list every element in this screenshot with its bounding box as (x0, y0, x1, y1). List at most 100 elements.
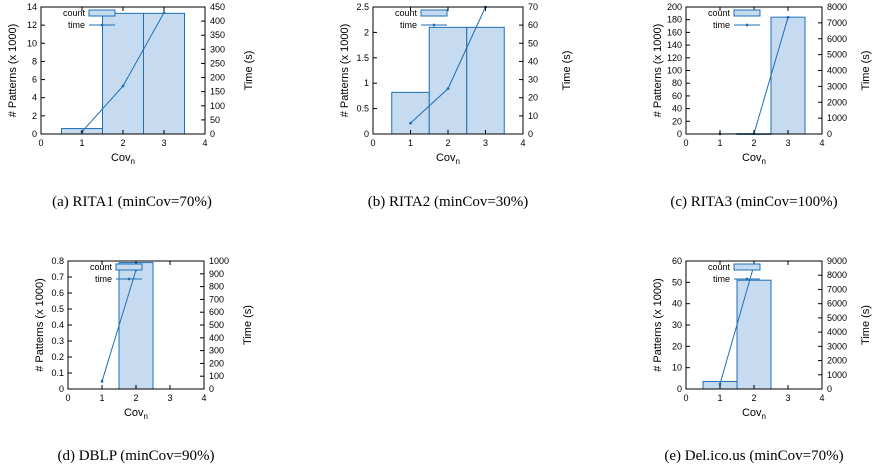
y-tick-label: 1 (364, 78, 369, 88)
legend-count-label: count (395, 8, 418, 18)
y-tick-label: 12 (27, 20, 37, 30)
y2-axis-label: Time (s) (242, 305, 254, 345)
point-time-3 (786, 15, 790, 19)
y2-tick-label: 1000 (827, 113, 847, 123)
panel-caption: (c) RITA3 (minCov=100%) (670, 194, 837, 210)
bar-count-2 (118, 262, 154, 390)
y2-tick-label: 0 (210, 129, 215, 139)
y2-tick-label: 1000 (827, 370, 847, 380)
y2-tick-label: 50 (528, 38, 538, 48)
y2-tick-label: 100 (209, 371, 224, 381)
chart-panel-5: 0 1 2 3 401020304050600100020003000400050006… (652, 256, 872, 464)
y2-tick-label: 350 (210, 30, 225, 40)
y2-axis-label: Time (s) (860, 51, 872, 91)
legend-count-label: count (63, 8, 86, 18)
legend-count-swatch (733, 263, 761, 271)
y2-tick-label: 300 (210, 44, 225, 54)
x-axis-label: Covn (742, 407, 766, 421)
y-tick-label: 100 (667, 66, 682, 76)
point-time-2 (121, 84, 125, 88)
y2-tick-label: 100 (210, 101, 225, 111)
y2-tick-label: 70 (528, 2, 538, 12)
y-tick-label: 0 (677, 384, 682, 394)
x-tick-label: 3 (161, 138, 166, 148)
y2-tick-label: 0 (827, 129, 832, 139)
y2-tick-label: 20 (528, 93, 538, 103)
y2-tick-label: 2000 (827, 97, 847, 107)
panel-caption: (d) DBLP (minCov=90%) (57, 448, 214, 464)
y-tick-label: 0.5 (51, 304, 64, 314)
x-axis-label-subscript: n (762, 412, 766, 421)
x-tick-label: 0 (370, 138, 375, 148)
legend-time-label: time (68, 20, 85, 30)
x-tick-label: 1 (79, 138, 84, 148)
y-tick-label: 0.4 (51, 320, 64, 330)
y-tick-label: 20 (672, 116, 682, 126)
y2-tick-label: 200 (210, 73, 225, 83)
x-tick-label: 2 (445, 138, 450, 148)
y-axis-label: # Patterns (x 1000) (34, 278, 46, 372)
y-tick-label: 180 (667, 15, 682, 25)
legend-count-swatch (115, 263, 143, 271)
x-tick-label: 3 (167, 393, 172, 403)
x-tick-label: 0 (65, 393, 70, 403)
x-tick-label: 3 (483, 138, 488, 148)
y-tick-label: 30 (672, 320, 682, 330)
y-tick-label: 200 (667, 2, 682, 12)
y-tick-label: 0.7 (51, 272, 64, 282)
y-tick-label: 2 (364, 27, 369, 37)
y-axis-label: # Patterns (x 1000) (339, 24, 351, 118)
x-axis-label: Covn (111, 152, 135, 166)
y-tick-label: 6 (32, 75, 37, 85)
y2-tick-label: 3000 (827, 341, 847, 351)
legend-count-label: count (90, 262, 113, 272)
x-axis-label-subscript: n (762, 157, 766, 166)
y2-tick-label: 600 (209, 307, 224, 317)
y2-tick-label: 700 (209, 294, 224, 304)
x-tick-label: 4 (202, 138, 207, 148)
x-tick-label: 2 (751, 138, 756, 148)
x-tick-label: 4 (819, 393, 824, 403)
y-tick-label: 0.6 (51, 288, 64, 298)
legend-count-swatch (733, 9, 761, 17)
point-time-3 (162, 11, 166, 15)
y-tick-label: 10 (672, 363, 682, 373)
y-axis-label: # Patterns (x 1000) (652, 24, 664, 118)
bar-count-3 (143, 12, 185, 135)
bar-count-2 (102, 12, 144, 135)
y2-tick-label: 10 (528, 111, 538, 121)
y2-tick-label: 400 (209, 333, 224, 343)
y-tick-label: 60 (672, 256, 682, 266)
x-tick-label: 1 (99, 393, 104, 403)
legend-time-label: time (95, 274, 112, 284)
panel-caption: (b) RITA2 (minCov=30%) (368, 194, 529, 210)
y-tick-label: 14 (27, 2, 37, 12)
x-tick-label: 0 (38, 138, 43, 148)
y-tick-label: 0.8 (51, 256, 64, 266)
x-axis-label: Covn (742, 152, 766, 166)
x-tick-label: 0 (683, 138, 688, 148)
y-axis-label: # Patterns (x 1000) (7, 24, 19, 118)
x-axis-label: Covn (124, 407, 148, 421)
y-tick-label: 0.5 (356, 104, 369, 114)
legend-count-swatch (88, 9, 116, 17)
y2-axis-label: Time (s) (561, 51, 573, 91)
legend-time-marker (745, 23, 749, 27)
legend: count time (63, 8, 116, 30)
y2-tick-label: 0 (827, 384, 832, 394)
bar-count-3 (770, 16, 806, 135)
legend-time-marker (100, 23, 104, 27)
x-tick-label: 1 (717, 138, 722, 148)
y2-tick-label: 900 (209, 269, 224, 279)
legend-count-label: count (708, 262, 731, 272)
y2-tick-label: 9000 (827, 256, 847, 266)
y-tick-label: 0.2 (51, 352, 64, 362)
y2-tick-label: 6000 (827, 299, 847, 309)
x-axis-label: Covn (436, 152, 460, 166)
y-tick-label: 20 (672, 341, 682, 351)
point-time-1 (100, 379, 104, 383)
y2-tick-label: 5000 (827, 50, 847, 60)
y-tick-label: 0 (32, 129, 37, 139)
y2-tick-label: 500 (209, 320, 224, 330)
